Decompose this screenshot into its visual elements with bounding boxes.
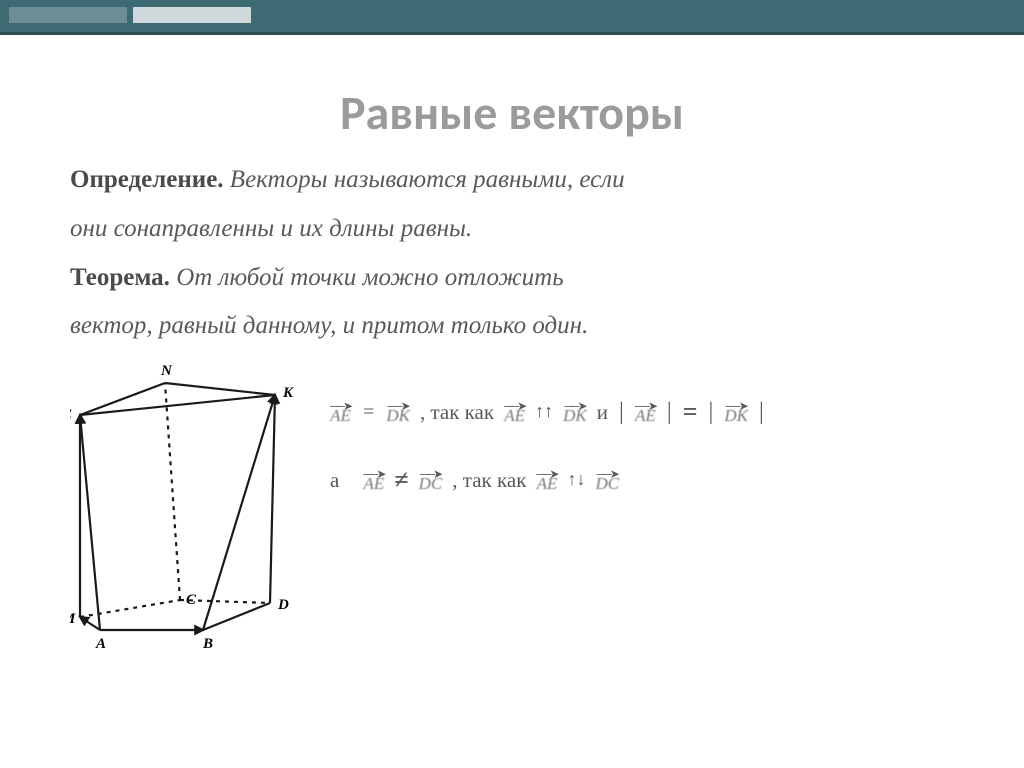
opposite-icon: ↑↓: [567, 475, 585, 485]
vec-AE-3: ──➤AE: [635, 402, 656, 423]
formula-line-1: ──➤AE = ──➤DK , так как ──➤AE ↑↑ ──➤DK и…: [330, 399, 954, 425]
vec-AE: ──➤AE: [330, 402, 351, 423]
equals-big: =: [683, 399, 698, 425]
definition-line-1: Определение. Векторы называются равными,…: [70, 156, 954, 205]
abs-bar-1: |: [618, 400, 625, 424]
a-letter: а: [330, 470, 339, 491]
vec-DK-2: ──➤DK: [563, 402, 587, 423]
neq-sign: ≠: [394, 467, 408, 493]
prism-svg: A B C D E K M N: [70, 355, 300, 660]
definition-text-1: Векторы называются равными, если: [230, 166, 625, 193]
vec-AE-4: ──➤AE: [363, 470, 384, 491]
vec-DC: ──➤DC: [419, 470, 443, 491]
definition-line-2: они сонаправленны и их длины равны.: [70, 205, 954, 254]
codirectional-icon: ↑↑: [535, 407, 553, 417]
theorem-text-1: От любой точки можно отложить: [176, 264, 563, 291]
slide-content: Равные векторы Определение. Векторы назы…: [0, 35, 1024, 678]
abs-bar-4: |: [758, 400, 765, 424]
prism-figure: A B C D E K M N: [70, 355, 300, 678]
svg-text:C: C: [186, 592, 197, 608]
tab-shape-1: [8, 6, 128, 24]
slide-top-bar: [0, 0, 1024, 35]
svg-text:E: E: [70, 407, 72, 423]
abs-bar-3: |: [708, 400, 715, 424]
tab-shape-2: [132, 6, 252, 24]
svg-text:K: K: [282, 385, 294, 401]
vec-DK-3: ──➤DK: [724, 402, 748, 423]
svg-text:A: A: [95, 636, 106, 652]
formulas-block: ──➤AE = ──➤DK , так как ──➤AE ↑↑ ──➤DK и…: [330, 351, 954, 535]
theorem-line-1: Теорема. От любой точки можно отложить: [70, 254, 954, 303]
vec-AE-5: ──➤AE: [536, 470, 557, 491]
vec-DC-2: ──➤DC: [595, 470, 619, 491]
abs-bar-2: |: [666, 400, 673, 424]
slide-title: Равные векторы: [70, 83, 954, 142]
so-text-2: , так как: [452, 470, 526, 491]
formula-line-2: а ──➤AE ≠ ──➤DC , так как ──➤AE ↑↓ ──➤DC: [330, 467, 954, 493]
svg-text:N: N: [160, 363, 173, 379]
theorem-line-2: вектор, равный данному, и притом только …: [70, 302, 954, 351]
vec-AE-2: ──➤AE: [504, 402, 525, 423]
and-text: и: [597, 402, 608, 423]
svg-text:D: D: [277, 597, 289, 613]
figure-and-formulas-row: A B C D E K M N ──➤AE = ──➤DK , так как ──➤AE ↑…: [70, 351, 954, 678]
so-text-1: , так как: [420, 402, 494, 423]
theorem-label: Теорема.: [70, 264, 170, 291]
decorative-tabs: [8, 6, 252, 24]
definition-label: Определение.: [70, 166, 224, 193]
vec-DK: ──➤DK: [386, 402, 410, 423]
body-text: Определение. Векторы называются равными,…: [70, 156, 954, 678]
svg-text:M: M: [70, 611, 76, 627]
svg-text:B: B: [202, 636, 213, 652]
equals-sign: =: [361, 402, 376, 422]
